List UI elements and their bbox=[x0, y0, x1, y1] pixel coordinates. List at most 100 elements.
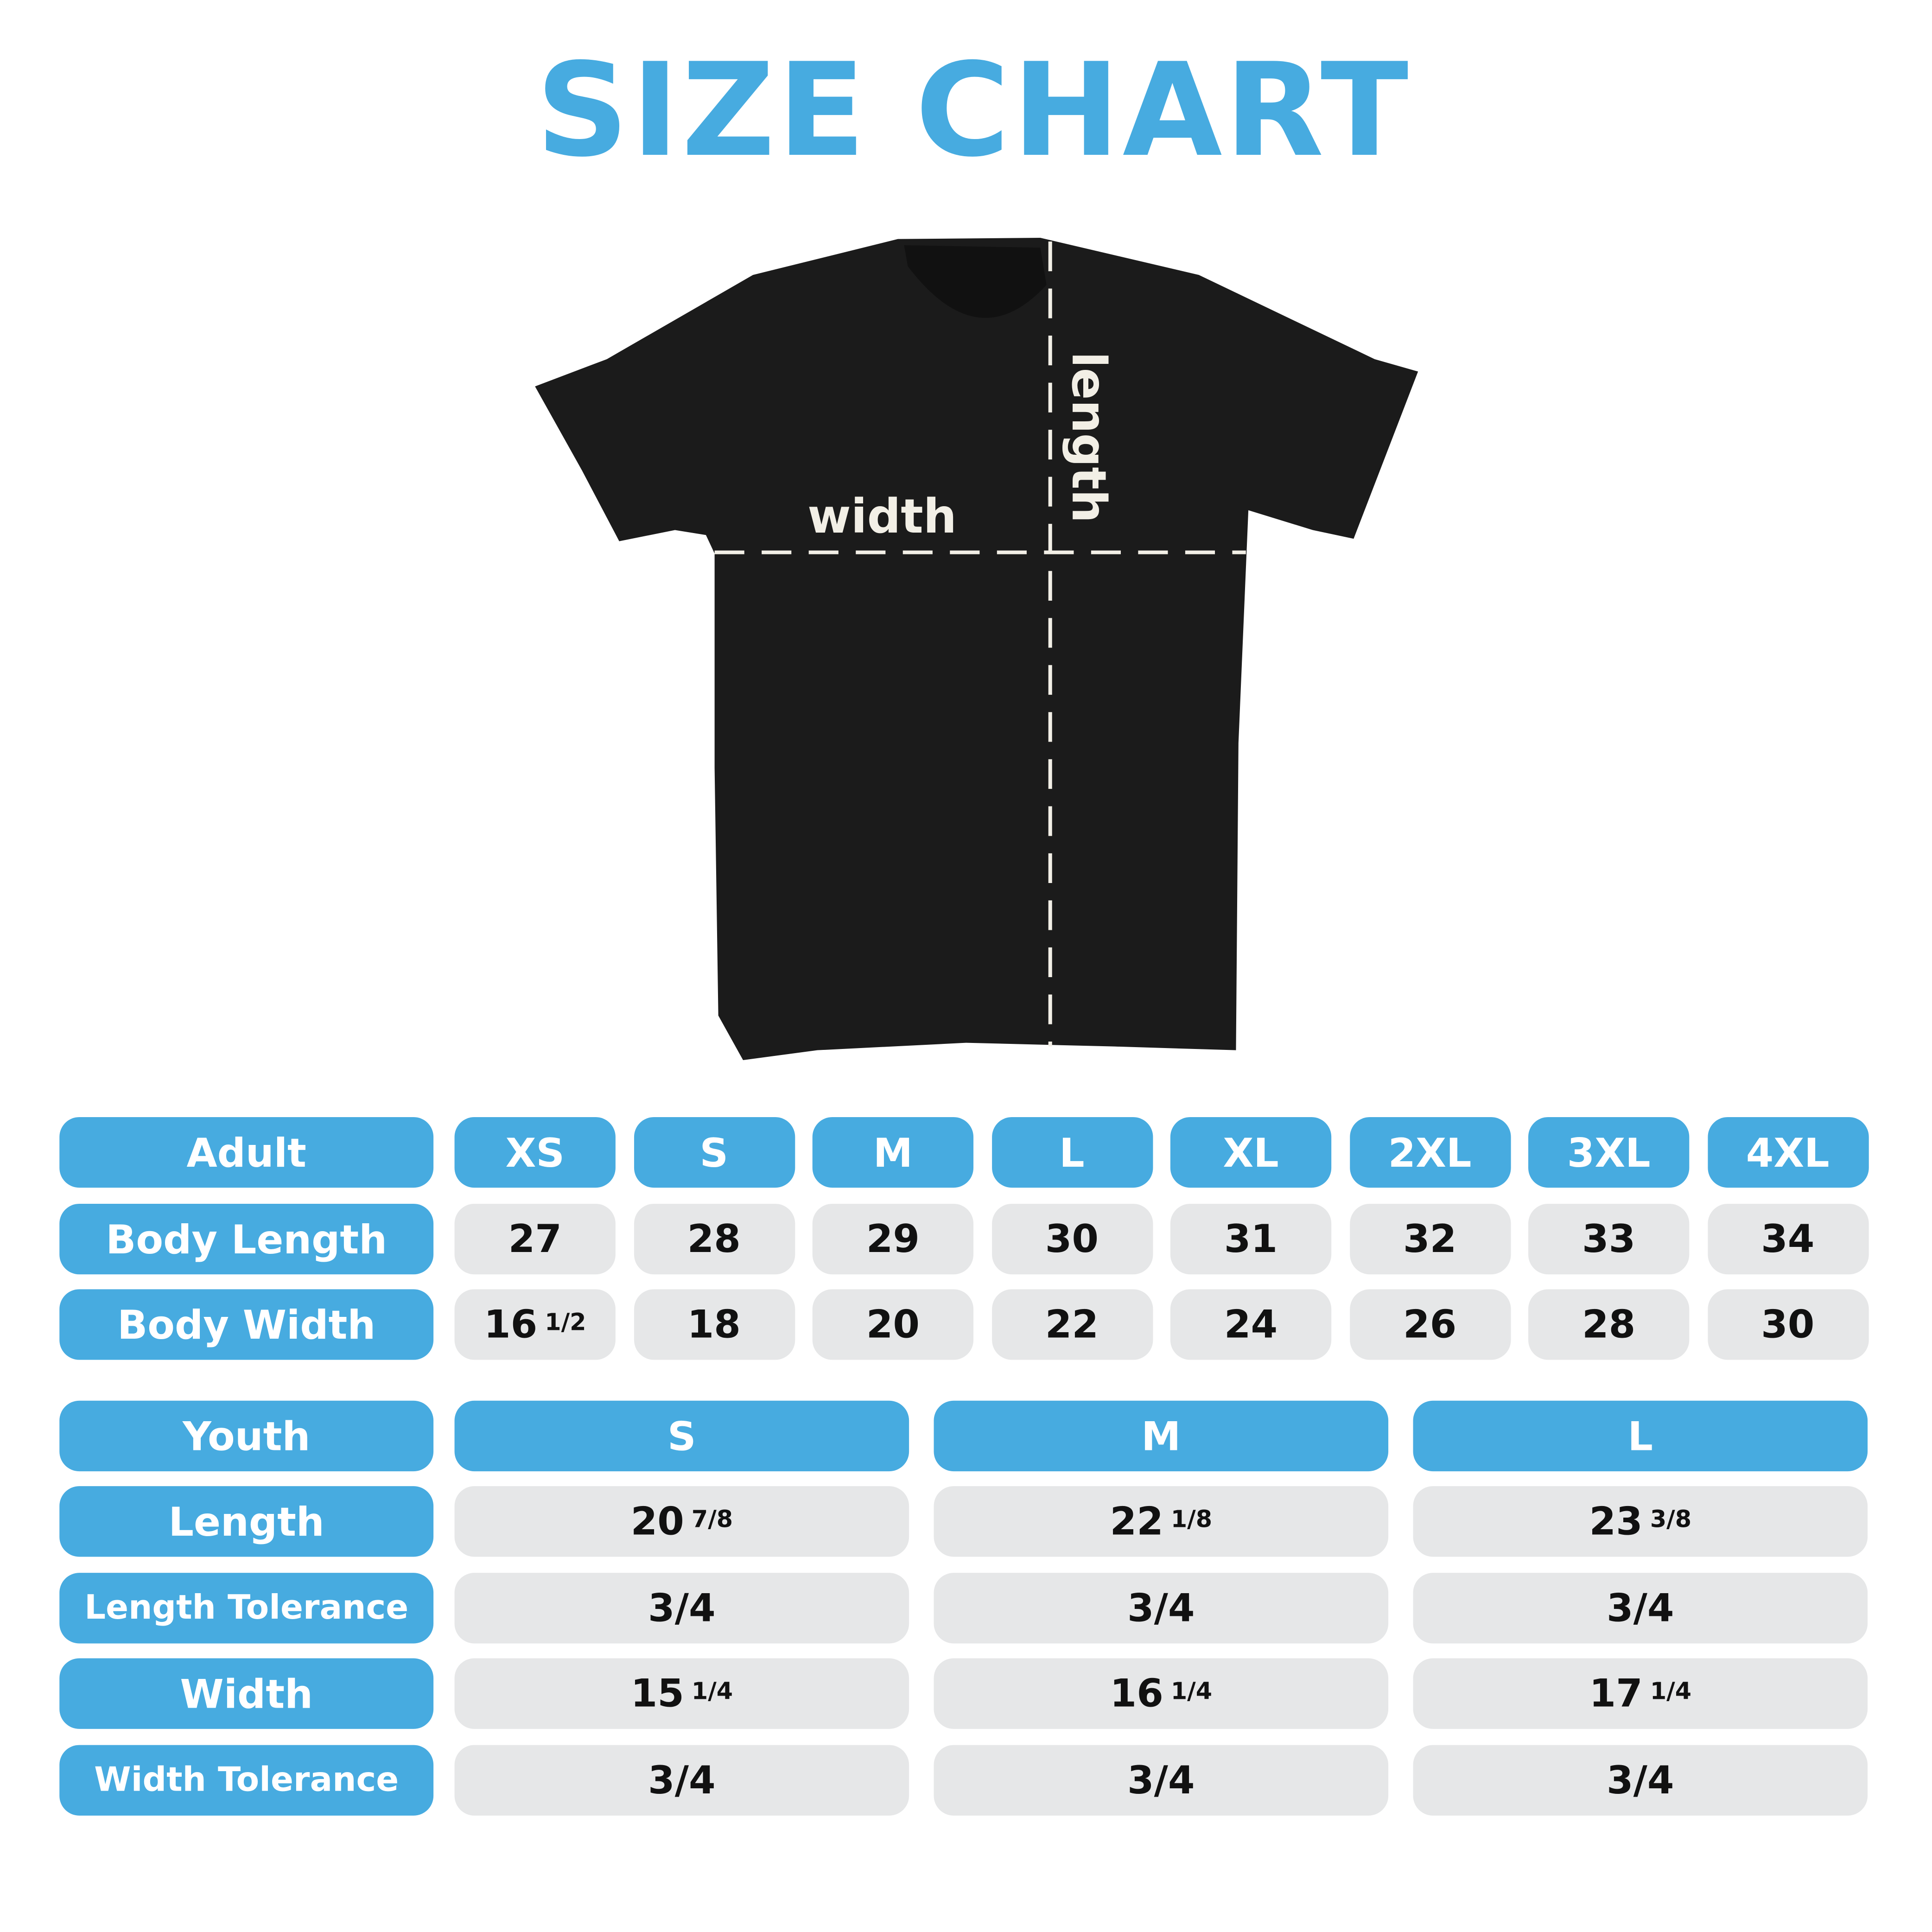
cell-fraction: 1/4 bbox=[691, 1677, 733, 1705]
cell-value: 20 bbox=[866, 1302, 920, 1347]
size-header-3XL: 3XL bbox=[1528, 1117, 1690, 1188]
table-cell: 3/4 bbox=[454, 1745, 909, 1816]
table-cell: 3/4 bbox=[934, 1745, 1389, 1816]
youth-size-header-M: M bbox=[934, 1400, 1389, 1472]
table-cell: 3/4 bbox=[454, 1573, 909, 1644]
row-label: Width bbox=[59, 1658, 434, 1729]
cell-value: Width Tolerance bbox=[94, 1761, 399, 1800]
size-header-4XL: 4XL bbox=[1707, 1117, 1868, 1188]
table-cell: 28 bbox=[1528, 1289, 1690, 1360]
cell-value: 27 bbox=[508, 1217, 562, 1262]
table-cell: 34 bbox=[1707, 1203, 1868, 1275]
cell-value: 17 bbox=[1589, 1671, 1643, 1716]
cell-value: 24 bbox=[1224, 1302, 1278, 1347]
cell-value: 29 bbox=[866, 1217, 920, 1262]
table-cell: 16 1/2 bbox=[454, 1289, 616, 1360]
row-label: Length Tolerance bbox=[59, 1573, 434, 1644]
table-cell: 29 bbox=[812, 1203, 974, 1275]
length-label: length bbox=[1061, 352, 1116, 523]
youth-header-label: Youth bbox=[59, 1400, 434, 1472]
table-cell: 15 1/4 bbox=[454, 1658, 909, 1729]
table-cell: 22 bbox=[991, 1289, 1153, 1360]
youth-size-header-L: L bbox=[1413, 1400, 1868, 1472]
cell-value: L bbox=[1059, 1129, 1085, 1176]
cell-value: 18 bbox=[687, 1302, 741, 1347]
cell-value: 32 bbox=[1403, 1217, 1457, 1262]
cell-value: Adult bbox=[186, 1129, 306, 1176]
table-cell: 32 bbox=[1349, 1203, 1511, 1275]
table-cell: 3/4 bbox=[934, 1573, 1389, 1644]
cell-value: S bbox=[667, 1412, 696, 1460]
size-header-L: L bbox=[991, 1117, 1153, 1188]
cell-value: Body Width bbox=[117, 1301, 376, 1348]
cell-value: 15 bbox=[630, 1671, 684, 1716]
table-cell: 20 7/8 bbox=[454, 1486, 909, 1557]
width-label: width bbox=[807, 489, 957, 544]
adult-header-label: Adult bbox=[59, 1117, 434, 1188]
row-label: Width Tolerance bbox=[59, 1745, 434, 1816]
size-header-S: S bbox=[633, 1117, 794, 1188]
cell-value: XL bbox=[1223, 1129, 1279, 1176]
cell-value: 2XL bbox=[1388, 1129, 1472, 1176]
cell-fraction: 1/8 bbox=[1170, 1505, 1213, 1533]
table-cell: 23 3/8 bbox=[1413, 1486, 1868, 1557]
cell-value: 23 bbox=[1589, 1499, 1643, 1544]
cell-fraction: 7/8 bbox=[691, 1505, 733, 1533]
cell-value: Youth bbox=[182, 1412, 311, 1460]
cell-value: Body Length bbox=[106, 1215, 388, 1263]
table-cell: 30 bbox=[1707, 1289, 1868, 1360]
page-title: SIZE CHART bbox=[536, 34, 1411, 186]
table-cell: 27 bbox=[454, 1203, 616, 1275]
cell-value: Width bbox=[180, 1670, 313, 1717]
size-header-M: M bbox=[812, 1117, 974, 1188]
cell-value: 34 bbox=[1761, 1217, 1815, 1262]
table-cell: 20 bbox=[812, 1289, 974, 1360]
cell-value: S bbox=[699, 1129, 729, 1176]
cell-value: 30 bbox=[1045, 1217, 1099, 1262]
table-cell: 22 1/8 bbox=[934, 1486, 1389, 1557]
cell-value: 16 bbox=[1110, 1671, 1163, 1716]
table-cell: 3/4 bbox=[1413, 1573, 1868, 1644]
cell-value: 3/4 bbox=[1607, 1758, 1674, 1803]
cell-value: 26 bbox=[1403, 1302, 1457, 1347]
table-cell: 16 1/4 bbox=[934, 1658, 1389, 1729]
cell-value: 3/4 bbox=[1127, 1586, 1195, 1631]
cell-value: 22 bbox=[1110, 1499, 1163, 1544]
table-cell: 18 bbox=[633, 1289, 794, 1360]
cell-value: 16 bbox=[483, 1302, 538, 1347]
size-header-XL: XL bbox=[1170, 1117, 1332, 1188]
cell-fraction: 1/4 bbox=[1650, 1677, 1692, 1705]
table-cell: 31 bbox=[1170, 1203, 1332, 1275]
table-cell: 28 bbox=[633, 1203, 794, 1275]
table-cell: 17 1/4 bbox=[1413, 1658, 1868, 1729]
cell-value: 3/4 bbox=[648, 1586, 716, 1631]
cell-value: 3/4 bbox=[648, 1758, 716, 1803]
cell-value: 3/4 bbox=[1127, 1758, 1195, 1803]
size-header-XS: XS bbox=[454, 1117, 616, 1188]
cell-value: M bbox=[1141, 1412, 1181, 1460]
youth-size-header-S: S bbox=[454, 1400, 909, 1472]
cell-value: 28 bbox=[1582, 1302, 1636, 1347]
row-label: Body Length bbox=[59, 1203, 434, 1275]
cell-value: Length bbox=[168, 1498, 324, 1545]
tshirt-diagram: width length bbox=[535, 237, 1418, 1061]
table-cell: 24 bbox=[1170, 1289, 1332, 1360]
cell-value: 3XL bbox=[1567, 1129, 1651, 1176]
cell-fraction: 3/8 bbox=[1650, 1505, 1692, 1533]
tshirt-shape bbox=[535, 237, 1418, 1061]
cell-value: 20 bbox=[630, 1499, 684, 1544]
table-cell: 33 bbox=[1528, 1203, 1690, 1275]
collar-icon bbox=[904, 245, 1047, 318]
cell-value: M bbox=[873, 1129, 913, 1176]
cell-value: 22 bbox=[1045, 1302, 1099, 1347]
cell-value: XS bbox=[505, 1129, 565, 1176]
cell-value: 28 bbox=[687, 1217, 741, 1262]
row-label: Body Width bbox=[59, 1289, 434, 1360]
cell-value: 31 bbox=[1224, 1217, 1278, 1262]
cell-value: 30 bbox=[1761, 1302, 1815, 1347]
cell-value: 3/4 bbox=[1607, 1586, 1674, 1631]
row-label: Length bbox=[59, 1486, 434, 1557]
cell-value: L bbox=[1627, 1412, 1653, 1460]
cell-fraction: 1/2 bbox=[545, 1308, 586, 1336]
